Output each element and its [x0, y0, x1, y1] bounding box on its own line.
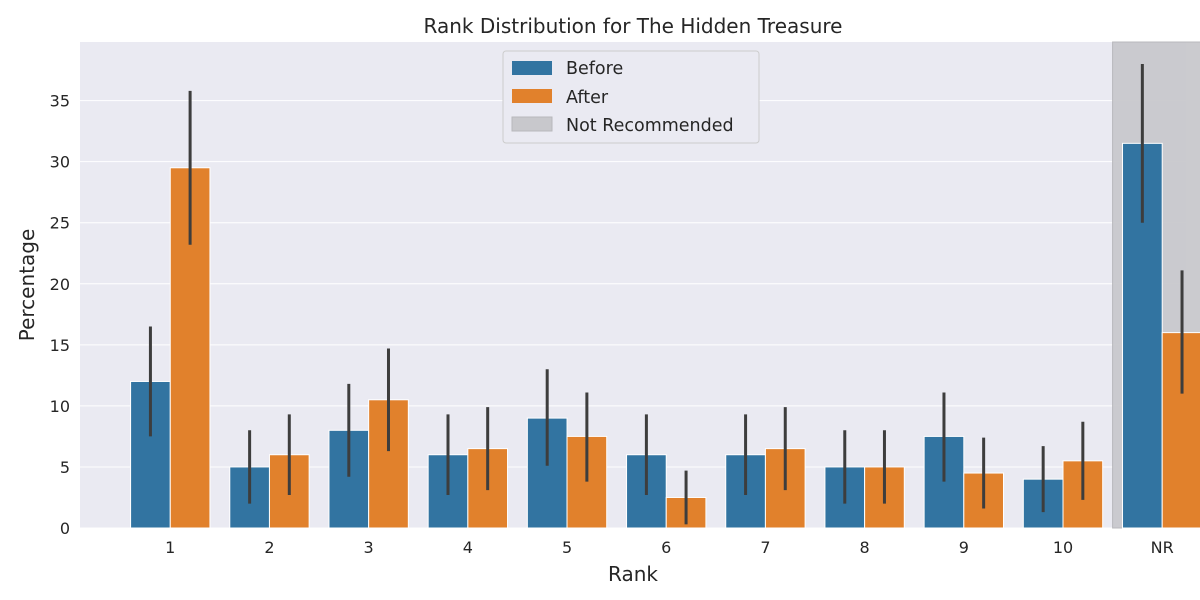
legend-label-before: Before: [566, 59, 623, 79]
legend-label-not-recommended: Not Recommended: [566, 116, 734, 136]
x-tick-label: 6: [661, 538, 671, 557]
y-axis-title: Percentage: [15, 229, 39, 342]
y-tick-label: 10: [50, 397, 70, 416]
x-tick-label: 4: [463, 538, 473, 557]
legend-swatch-before: [512, 61, 552, 75]
y-tick-label: 0: [60, 519, 70, 538]
x-tick-label: 10: [1053, 538, 1073, 557]
x-tick-label: NR: [1151, 538, 1174, 557]
x-tick-label: 2: [264, 538, 274, 557]
chart-title: Rank Distribution for The Hidden Treasur…: [424, 14, 843, 38]
x-tick-label: 5: [562, 538, 572, 557]
x-tick-label: 1: [165, 538, 175, 557]
y-tick-label: 15: [50, 336, 70, 355]
x-axis-title: Rank: [608, 562, 658, 586]
legend-label-after: After: [566, 88, 609, 108]
x-tick-label: 7: [760, 538, 770, 557]
y-tick-label: 30: [50, 153, 70, 172]
y-tick-label: 20: [50, 275, 70, 294]
y-tick-label: 35: [50, 92, 70, 111]
error-bars: [148, 63, 1184, 525]
legend-swatch-not-recommended: [511, 116, 553, 132]
y-tick-labels: 0 5 10 15 20 25 30 35: [50, 92, 70, 538]
legend: Before After Not Recommended: [502, 50, 760, 144]
legend-box: [502, 50, 760, 144]
x-tick-label: 3: [364, 538, 374, 557]
x-tick-label: 9: [959, 538, 969, 557]
x-tick-label: 8: [860, 538, 870, 557]
legend-swatch-after: [512, 89, 552, 103]
x-tick-labels: 1 2 3 4 5 6 7 8 9 10 NR: [165, 538, 1174, 557]
y-tick-label: 5: [60, 458, 70, 477]
y-tick-label: 25: [50, 214, 70, 233]
